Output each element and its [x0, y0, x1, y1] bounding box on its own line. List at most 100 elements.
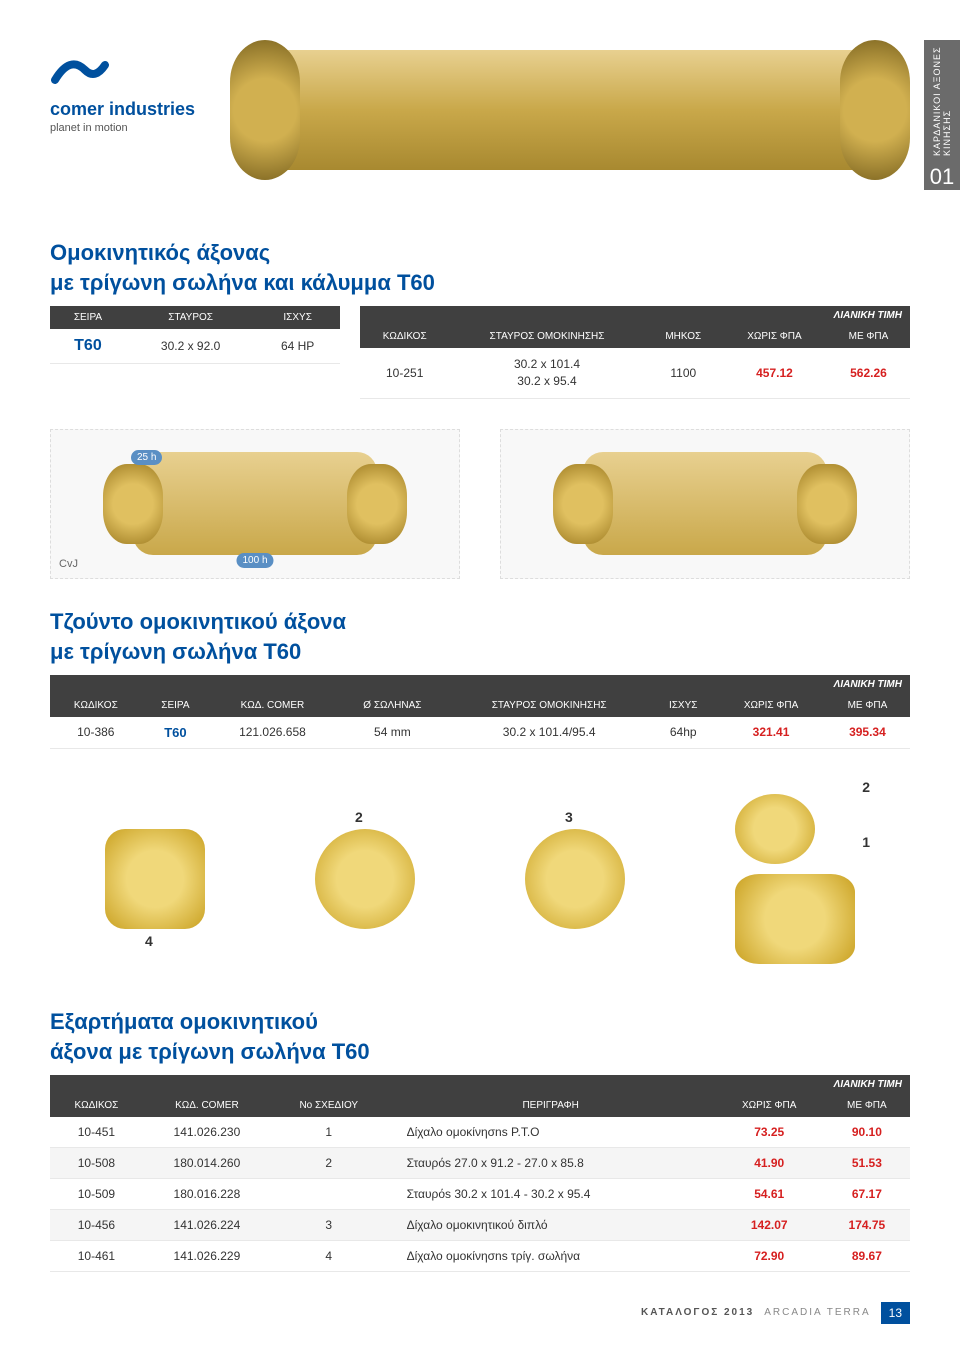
table-row: 10-251 30.2 x 101.4 30.2 x 95.4 1100 457…: [360, 348, 910, 398]
col-no: Νο ΣΧΕΔΙΟΥ: [271, 1094, 387, 1117]
brand-logo: comer industries planet in motion: [50, 40, 230, 134]
brand-name: comer industries: [50, 99, 230, 120]
section2-title-l2: με τρίγωνη σωλήνα Τ60: [50, 639, 910, 665]
product-hero-image: [250, 50, 890, 170]
cross-line2: 30.2 x 95.4: [457, 373, 636, 390]
cell-series: T60: [142, 717, 210, 749]
col-vat: ΜΕ ΦΠΑ: [824, 1094, 910, 1117]
cell-length: 1100: [645, 348, 722, 398]
chapter-number: 01: [930, 164, 954, 190]
cell-novat: 54.61: [715, 1178, 824, 1209]
cell-vat: 90.10: [824, 1117, 910, 1148]
part-label-1b: 1: [862, 834, 870, 850]
col-vat: ΜΕ ΦΠΑ: [827, 325, 910, 348]
cell-no: 4: [271, 1240, 387, 1271]
section3-title-l1: Εξαρτήματα ομοκινητικού: [50, 1009, 910, 1035]
part-2b-icon: [735, 794, 815, 864]
badge-25h: 25 h: [131, 450, 162, 465]
cell-novat: 142.07: [715, 1209, 824, 1240]
section1-images: 25 h 100 h CvJ: [50, 429, 910, 579]
col-power: ΙΣΧΥΣ: [255, 306, 340, 329]
table-row: 10-456141.026.2243Δίχαλο ομοκινητικού δι…: [50, 1209, 910, 1240]
cell-dia: 54 mm: [336, 717, 449, 749]
cell-desc: Σταυρόs 27.0 x 91.2 - 27.0 x 85.8: [387, 1147, 715, 1178]
cell-desc: Σταυρόs 30.2 x 101.4 - 30.2 x 95.4: [387, 1178, 715, 1209]
cell-novat: 41.90: [715, 1147, 824, 1178]
cell-novat: 73.25: [715, 1117, 824, 1148]
col-length: ΜΗΚΟΣ: [645, 325, 722, 348]
col-cross: ΣΤΑΥΡΟΣ ΟΜΟΚΙΝΗΣΗΣ: [449, 694, 649, 717]
cell-code: 10-508: [50, 1147, 143, 1178]
badge-100h: 100 h: [236, 553, 273, 568]
parts-diagram: 4 2 3 2 1: [50, 779, 910, 979]
cell-code: 10-456: [50, 1209, 143, 1240]
col-power: ΙΣΧΥΣ: [649, 694, 717, 717]
section3-title-l2: άξονα με τρίγωνη σωλήνα Τ60: [50, 1039, 910, 1065]
footer-catalog: ΚΑΤΑΛΟΓΟΣ 2013: [641, 1307, 754, 1318]
cell-vat: 89.67: [824, 1240, 910, 1271]
cell-code: 10-451: [50, 1117, 143, 1148]
table-row: 10-509180.016.228Σταυρόs 30.2 x 101.4 - …: [50, 1178, 910, 1209]
cell-comer: 141.026.224: [143, 1209, 271, 1240]
footer-brand: ARCADIA TERRA: [764, 1307, 870, 1318]
cell-power: 64hp: [649, 717, 717, 749]
cvj-label: CvJ: [59, 558, 78, 570]
cell-cross: 30.2 x 92.0: [126, 329, 255, 364]
col-dia: Ø ΣΩΛΗΝΑΣ: [336, 694, 449, 717]
col-vat: ΜΕ ΦΠΑ: [825, 694, 910, 717]
cell-no: 1: [271, 1117, 387, 1148]
cell-desc: Δίχαλο ομοκινητικού διπλό: [387, 1209, 715, 1240]
page-footer: ΚΑΤΑΛΟΓΟΣ 2013 ARCADIA TERRA 13: [50, 1302, 910, 1324]
table-row: 10-508180.014.2602Σταυρόs 27.0 x 91.2 - …: [50, 1147, 910, 1178]
table-row: 10-386 T60 121.026.658 54 mm 30.2 x 101.…: [50, 717, 910, 749]
section1-left-table: ΣΕΙΡΑ ΣΤΑΥΡΟΣ ΙΣΧΥΣ T60 30.2 x 92.0 64 H…: [50, 306, 340, 364]
col-code: ΚΩΔΙΚΟΣ: [360, 325, 449, 348]
cell-code: 10-386: [50, 717, 142, 749]
cross-line1: 30.2 x 101.4: [457, 356, 636, 373]
cell-novat: 457.12: [722, 348, 827, 398]
cell-vat: 174.75: [824, 1209, 910, 1240]
col-code: ΚΩΔΙΚΟΣ: [50, 694, 142, 717]
cell-no: [271, 1178, 387, 1209]
part-label-4: 4: [145, 933, 153, 949]
price-header: ΛΙΑΝΙΚΗ ΤΙΜΗ: [50, 675, 910, 694]
part-label-3: 3: [565, 809, 573, 825]
col-cross: ΣΤΑΥΡΟΣ: [126, 306, 255, 329]
part-2-icon: [315, 829, 415, 929]
section2-title-l1: Τζούντο ομοκινητικού άξονα: [50, 609, 910, 635]
page-number: 13: [881, 1302, 910, 1324]
cell-vat: 51.53: [824, 1147, 910, 1178]
cell-desc: Δίχαλο ομοκίνησns P.T.O: [387, 1117, 715, 1148]
cell-power: 64 HP: [255, 329, 340, 364]
col-novat: ΧΩΡΙΣ ΦΠΑ: [722, 325, 827, 348]
cell-vat: 67.17: [824, 1178, 910, 1209]
cell-comer: 180.014.260: [143, 1147, 271, 1178]
chapter-tab: ΚΑΡΔΑΝΙΚΟΙ ΑΞΟΝΕΣ ΚΙΝΗΣΗΣ 01: [924, 40, 960, 190]
col-novat: ΧΩΡΙΣ ΦΠΑ: [717, 694, 825, 717]
col-cross-om: ΣΤΑΥΡΟΣ ΟΜΟΚΙΝΗΣΗΣ: [449, 325, 644, 348]
price-header: ΛΙΑΝΙΚΗ ΤΙΜΗ: [360, 306, 910, 325]
col-novat: ΧΩΡΙΣ ΦΠΑ: [715, 1094, 824, 1117]
cell-cross: 30.2 x 101.4/95.4: [449, 717, 649, 749]
page-header: comer industries planet in motion ΚΑΡΔΑΝ…: [50, 40, 910, 210]
cv-joint-diagram: 25 h 100 h CvJ: [50, 429, 460, 579]
cell-series: T60: [50, 329, 126, 364]
cell-comer: 180.016.228: [143, 1178, 271, 1209]
col-desc: ΠΕΡΙΓΡΑΦΗ: [387, 1094, 715, 1117]
cell-no: 2: [271, 1147, 387, 1178]
col-series: ΣΕΙΡΑ: [142, 694, 210, 717]
part-1-icon: [105, 829, 205, 929]
logo-mark-icon: [50, 50, 230, 93]
section1-tables: ΣΕΙΡΑ ΣΤΑΥΡΟΣ ΙΣΧΥΣ T60 30.2 x 92.0 64 H…: [50, 306, 910, 399]
section1-title-l1: Ομοκινητικός άξονας: [50, 240, 910, 266]
cell-desc: Δίχαλο ομοκίνησns τρίγ. σωλήνα: [387, 1240, 715, 1271]
col-comer: ΚΩΔ. COMER: [143, 1094, 271, 1117]
cell-cross-om: 30.2 x 101.4 30.2 x 95.4: [449, 348, 644, 398]
part-3-icon: [525, 829, 625, 929]
cell-code: 10-461: [50, 1240, 143, 1271]
cell-comer: 141.026.230: [143, 1117, 271, 1148]
cell-vat: 395.34: [825, 717, 910, 749]
cell-code: 10-251: [360, 348, 449, 398]
cv-joint-photo: [500, 429, 910, 579]
col-code: ΚΩΔΙΚΟΣ: [50, 1094, 143, 1117]
